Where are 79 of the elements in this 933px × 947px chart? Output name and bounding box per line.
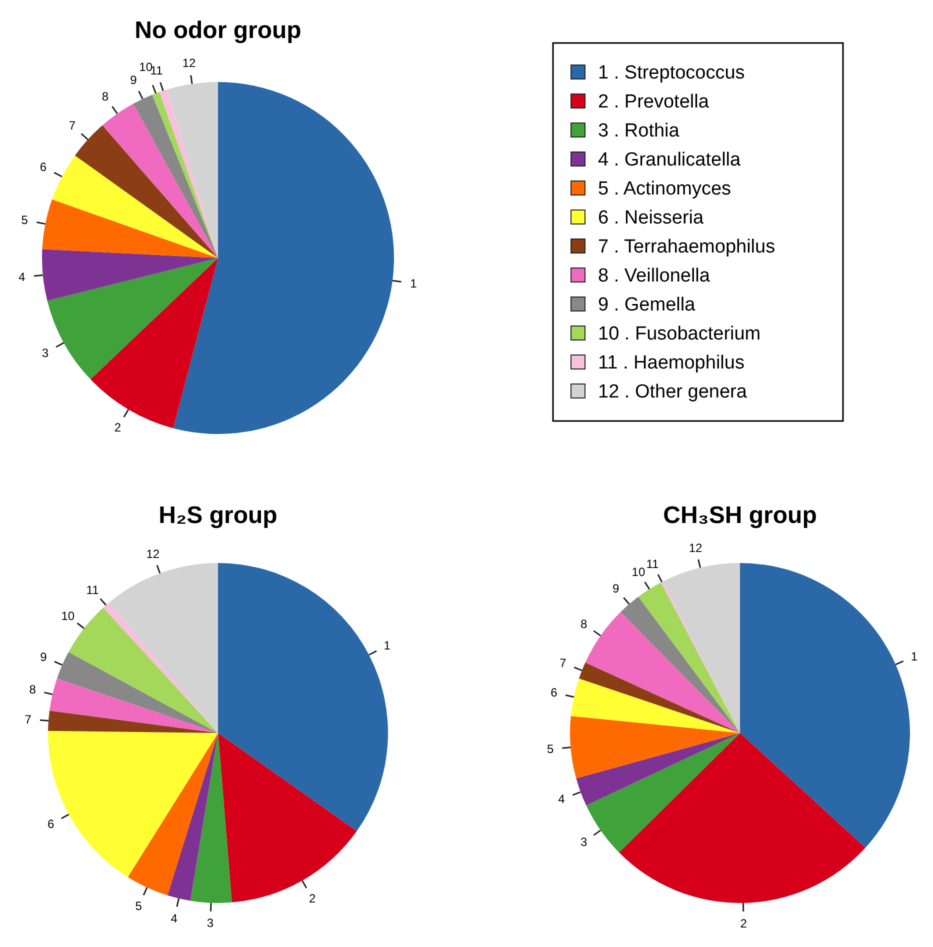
category-label: 6 . Neisseria <box>598 208 704 228</box>
pie-slice <box>576 733 740 806</box>
pie-slice <box>578 662 740 733</box>
slice-label: 8 <box>102 89 109 104</box>
pie-slice <box>619 733 866 903</box>
chart-title: CH₃SH group <box>663 502 817 529</box>
pie-slice <box>638 582 740 733</box>
pie-slice <box>585 612 740 733</box>
pie-slice <box>108 563 218 733</box>
slice-label: 1 <box>910 649 918 664</box>
slice-label: 12 <box>182 56 196 70</box>
slice-label: 10 <box>632 564 646 579</box>
pie-slice <box>168 733 218 901</box>
slice-label: 3 <box>580 834 588 849</box>
slice-label: 9 <box>612 582 620 596</box>
category-label: 4 . Granulicatella <box>598 150 742 170</box>
slice-label: 4 <box>18 270 26 284</box>
pie-slice <box>166 82 218 258</box>
pie-slice <box>52 155 218 258</box>
pie-slice <box>47 258 218 380</box>
slice-label: 3 <box>206 916 214 930</box>
pie-slice <box>42 249 218 301</box>
pie-slice <box>103 602 218 733</box>
pie-slice <box>740 563 910 848</box>
slice-label: 9 <box>40 650 48 664</box>
pie-slice <box>173 82 394 434</box>
pie-slice <box>48 730 218 878</box>
slice-label: 10 <box>61 608 75 623</box>
pie-slice <box>586 733 740 852</box>
category-label: 8 . Veillonella <box>598 266 710 286</box>
category-label: 10 . Fusobacterium <box>598 324 761 344</box>
pie-slice <box>620 596 740 733</box>
category-label: 11 . Haemophilus <box>598 352 744 374</box>
slice-label: 1 <box>410 276 418 290</box>
slice-label: 5 <box>135 899 142 914</box>
category-label: 2 . Prevotella <box>598 92 710 112</box>
pie-slice <box>218 733 357 902</box>
category-label: 5 . Actinomyces <box>598 178 732 200</box>
chart-title: H₂S group <box>158 502 278 529</box>
slice-label: 6 <box>40 160 47 174</box>
slice-label: 7 <box>68 118 76 132</box>
pie-slice <box>56 652 218 733</box>
pie-slice <box>133 94 218 258</box>
slice-label: 5 <box>546 742 554 756</box>
pie-slice <box>102 104 218 258</box>
chart-title: No odor group <box>134 17 302 44</box>
category-label: 3 . Rothia <box>598 120 680 142</box>
slice-label: 7 <box>24 712 32 726</box>
slice-label: 12 <box>688 540 703 555</box>
slice-label: 2 <box>740 916 748 930</box>
slice-label: 2 <box>308 891 316 906</box>
slice-label: 4 <box>558 792 566 806</box>
pie-slice <box>190 733 232 903</box>
slice-label: 4 <box>170 911 178 926</box>
slice-label: 11 <box>646 556 660 571</box>
pie-slice <box>49 678 218 733</box>
slice-label: 6 <box>48 817 55 832</box>
slice-label: 11 <box>86 582 100 597</box>
slice-label: 2 <box>114 420 122 435</box>
slice-label: 8 <box>29 682 36 697</box>
slice-label: 12 <box>146 547 160 562</box>
pie-slice <box>570 678 740 733</box>
category-label: 1 . Streptococcus <box>598 62 745 84</box>
slice-label: 7 <box>560 656 567 670</box>
pie-slice <box>42 199 218 258</box>
slice-label: 9 <box>130 72 138 87</box>
slice-label: 6 <box>550 686 558 700</box>
pie-slice <box>218 563 388 832</box>
slice-label: 5 <box>21 212 28 227</box>
pie-slice <box>74 125 218 258</box>
slice-label: 1 <box>384 638 391 652</box>
slice-label: 3 <box>42 346 49 360</box>
category-label: 12 . Other genera <box>598 382 748 402</box>
pie-slice <box>570 716 740 778</box>
pie-slice <box>128 733 218 896</box>
slice-label: 8 <box>580 617 588 632</box>
category-label: 9 . Gemella <box>598 294 696 316</box>
pie-slice <box>48 710 218 733</box>
category-label: 7 . Terrahaemophilus <box>598 236 776 258</box>
